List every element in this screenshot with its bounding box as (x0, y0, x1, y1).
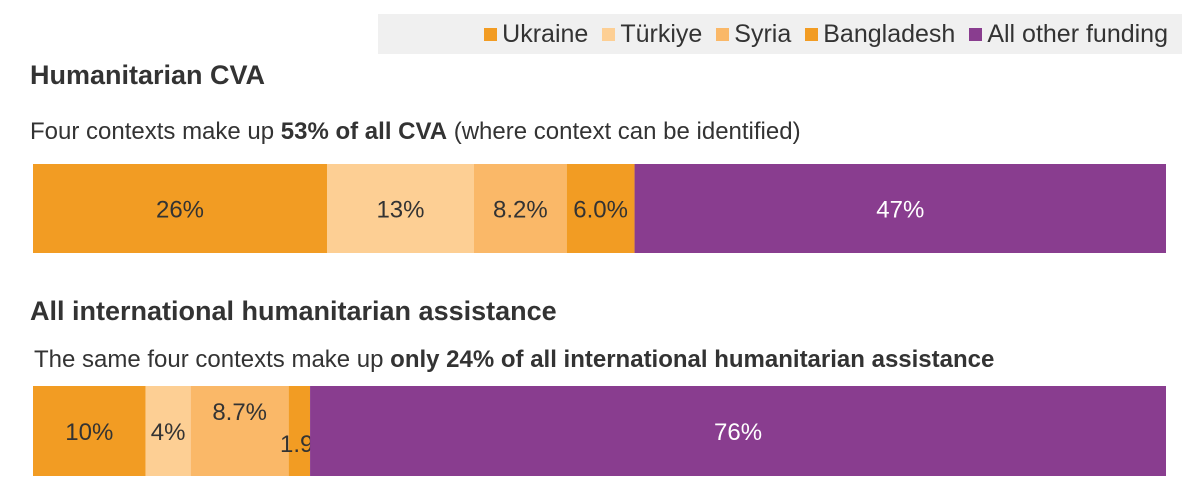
legend-item: Syria (716, 20, 791, 49)
legend-label: Syria (734, 19, 792, 48)
legend-item: Türkiye (602, 20, 702, 49)
bar-segment-t-rkiye (145, 386, 191, 476)
legend-swatch (602, 27, 616, 41)
bar-segment-t-rkiye (326, 164, 474, 253)
subtitle-cva-bold: 53% of all CVA (280, 118, 448, 145)
bar-segment-ukraine (33, 386, 146, 476)
bar-data-label: 13% (376, 197, 424, 224)
bar-segment-syria (473, 164, 567, 253)
bar-data-label: 10% (65, 419, 113, 446)
bar-segment-bangladesh (288, 386, 311, 476)
chart-legend: Ukraine Türkiye Syria Bangladesh All other f… (378, 14, 1182, 54)
bar-data-label: 6.0% (573, 197, 628, 224)
subtitle-iha-pre: The same four contexts make up (34, 346, 391, 373)
bar-segment-bangladesh (566, 164, 635, 253)
legend-item: Ukraine (484, 20, 588, 49)
legend-label: Ukraine (502, 19, 589, 48)
bar-segment-ukraine (33, 164, 327, 253)
bar-data-label: 8.7% (212, 399, 267, 426)
section-title-cva: Humanitarian CVA (30, 60, 266, 90)
bar-data-label: 8.2% (493, 197, 548, 224)
bar-data-label: 47% (876, 197, 924, 224)
legend-swatch (484, 27, 498, 41)
subtitle-iha-bold: only 24% of all international humanitari… (390, 346, 995, 373)
bar-data-label: 76% (714, 419, 762, 446)
bar-segment-all-other-funding (310, 386, 1166, 476)
bar-data-label: 4% (151, 419, 186, 446)
bar-segment-all-other-funding (634, 164, 1166, 253)
legend-label: All other funding (987, 19, 1168, 48)
subtitle-cva-pre: Four contexts make up (30, 118, 281, 145)
subtitle-cva: Four contexts make up 53% of all CVA (wh… (30, 118, 801, 146)
subtitle-cva-post: (where context can be identified) (447, 118, 801, 145)
legend-item: All other funding (969, 20, 1168, 49)
legend-swatch (805, 27, 819, 41)
subtitle-iha: The same four contexts make up only 24% … (34, 346, 994, 374)
legend-swatch (716, 27, 730, 41)
bar-segment-syria (190, 386, 289, 476)
legend-swatch (969, 27, 983, 41)
section-title-iha: All international humanitarian assistanc… (30, 296, 557, 326)
legend-item: Bangladesh (805, 20, 955, 49)
legend-label: Bangladesh (823, 19, 956, 48)
bar-data-label: 26% (156, 197, 204, 224)
legend-label: Türkiye (620, 19, 703, 48)
